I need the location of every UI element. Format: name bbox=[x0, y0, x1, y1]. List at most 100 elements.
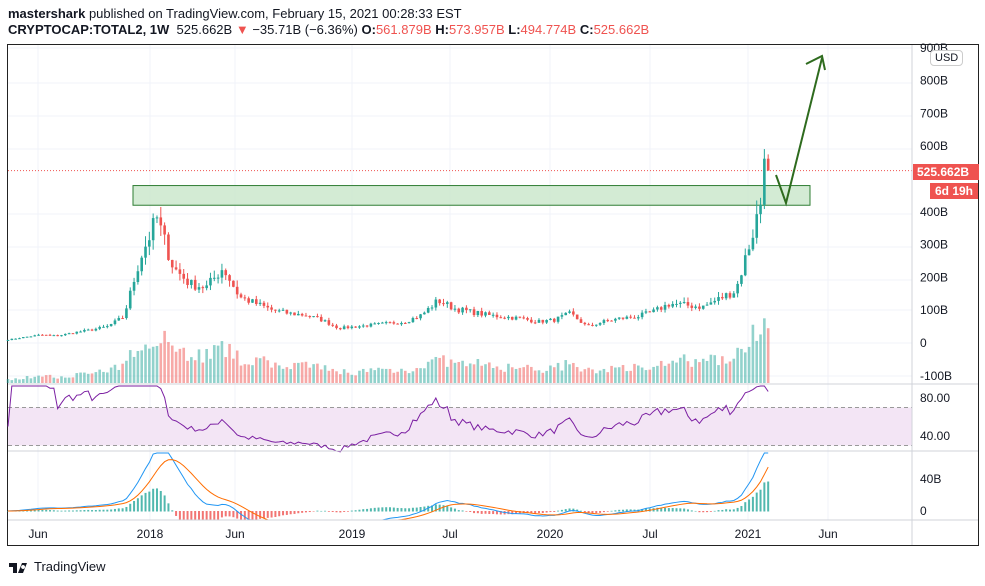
candle-body bbox=[377, 322, 380, 324]
volume-bar bbox=[48, 374, 52, 383]
volume-bar bbox=[174, 351, 178, 383]
volume-bar bbox=[300, 362, 304, 383]
macd-histogram-bar bbox=[358, 509, 361, 512]
volume-bar bbox=[86, 373, 90, 383]
volume-bar bbox=[178, 348, 182, 383]
volume-bar bbox=[690, 366, 694, 383]
macd-histogram-bar bbox=[580, 510, 582, 512]
macd-histogram-bar bbox=[423, 506, 426, 512]
volume-bar bbox=[564, 360, 568, 383]
volume-bar bbox=[407, 373, 411, 383]
macd-histogram-bar bbox=[759, 489, 762, 512]
support-zone bbox=[132, 185, 811, 206]
rsi-line bbox=[7, 385, 769, 453]
volume-bar bbox=[247, 364, 250, 383]
macd-histogram-bar bbox=[488, 511, 491, 515]
volume-bar bbox=[537, 370, 541, 383]
macd-histogram-bar bbox=[304, 511, 307, 513]
macd-histogram-bar bbox=[45, 509, 48, 512]
macd-histogram-bar bbox=[408, 508, 411, 512]
last-price: 525.662B bbox=[176, 22, 233, 37]
volume-bar bbox=[491, 368, 495, 383]
candle-body bbox=[572, 311, 575, 315]
macd-histogram-bar bbox=[331, 511, 334, 512]
symbol-name: CRYPTOCAP:TOTAL2, 1W bbox=[8, 22, 170, 37]
macd-histogram-bar bbox=[515, 511, 518, 514]
candle-body bbox=[151, 218, 155, 241]
volume-bar bbox=[468, 363, 472, 383]
volume-bar bbox=[339, 374, 342, 383]
author[interactable]: mastershark bbox=[8, 6, 86, 21]
candle-body bbox=[465, 307, 468, 311]
volume-bar bbox=[686, 361, 690, 383]
volume-bar bbox=[274, 362, 277, 383]
candle-body bbox=[403, 322, 407, 324]
macd-line bbox=[7, 452, 769, 521]
macd-histogram-bar bbox=[602, 511, 605, 513]
macd-histogram-bar bbox=[553, 511, 556, 512]
tradingview-logo-icon bbox=[9, 562, 27, 573]
macd-histogram-bar bbox=[102, 509, 105, 512]
candle-body bbox=[579, 319, 583, 323]
candle-body bbox=[102, 326, 105, 328]
volume-bar bbox=[258, 358, 262, 383]
volume-bar bbox=[365, 371, 369, 383]
volume-bar bbox=[21, 379, 25, 383]
candle-body bbox=[144, 246, 147, 258]
macd-histogram-bar bbox=[186, 511, 189, 521]
volume-bar bbox=[331, 368, 334, 383]
candle-body bbox=[148, 240, 151, 247]
macd-histogram-bar bbox=[591, 511, 594, 514]
candle-body bbox=[358, 326, 361, 328]
macd-histogram-bar bbox=[622, 509, 625, 512]
volume-bar bbox=[701, 358, 705, 383]
projection-arrow bbox=[775, 57, 823, 207]
candle-body bbox=[495, 314, 499, 318]
macd-histogram-bar bbox=[240, 511, 243, 520]
symbol-legend: CRYPTOCAP:TOTAL2, 1W 525.662B ▼ −35.71B … bbox=[8, 22, 649, 37]
volume-bar bbox=[186, 360, 189, 383]
macd-histogram-bar bbox=[259, 511, 262, 519]
candle-body bbox=[541, 319, 545, 323]
volume-bar bbox=[144, 344, 147, 383]
volume-bar bbox=[575, 367, 579, 383]
macd-histogram-bar bbox=[641, 508, 644, 512]
time-tick-label: Jun bbox=[818, 527, 837, 541]
volume-bar bbox=[37, 375, 40, 383]
tradingview-logo[interactable]: TradingView bbox=[8, 559, 106, 574]
candle-body bbox=[755, 214, 759, 238]
candle-body bbox=[243, 297, 247, 299]
macd-histogram-bar bbox=[748, 499, 751, 512]
volume-bar bbox=[6, 379, 10, 383]
volume-bar bbox=[747, 346, 751, 383]
currency-button[interactable]: USD bbox=[930, 50, 964, 66]
candle-body bbox=[136, 271, 140, 282]
candle-body bbox=[552, 318, 556, 322]
volume-bar bbox=[403, 370, 407, 383]
candle-body bbox=[346, 326, 350, 329]
macd-histogram-bar bbox=[389, 507, 391, 512]
macd-histogram-bar bbox=[392, 507, 395, 512]
candle-body bbox=[316, 316, 319, 318]
volume-bar bbox=[572, 362, 575, 383]
candle-body bbox=[205, 285, 208, 289]
volume-bar bbox=[453, 362, 457, 383]
macd-histogram-bar bbox=[366, 508, 369, 512]
candle-body bbox=[186, 278, 189, 285]
high-value: 573.957B bbox=[448, 22, 505, 37]
price-tick-label: 700B bbox=[920, 106, 948, 120]
macd-histogram-bar bbox=[213, 511, 216, 521]
candle-body bbox=[304, 315, 308, 317]
macd-histogram-bar bbox=[297, 511, 300, 514]
price-change: −35.71B (−6.36%) bbox=[252, 22, 358, 37]
volume-bar bbox=[132, 356, 136, 383]
macd-histogram-bar bbox=[698, 511, 701, 513]
macd-histogram-bar bbox=[327, 511, 330, 512]
candle-body bbox=[392, 322, 396, 324]
macd-tick-label: 0 bbox=[920, 504, 927, 518]
volume-bar bbox=[652, 366, 655, 383]
volume-bar bbox=[163, 330, 166, 383]
volume-bar bbox=[552, 367, 556, 383]
macd-histogram-bar bbox=[583, 511, 586, 513]
